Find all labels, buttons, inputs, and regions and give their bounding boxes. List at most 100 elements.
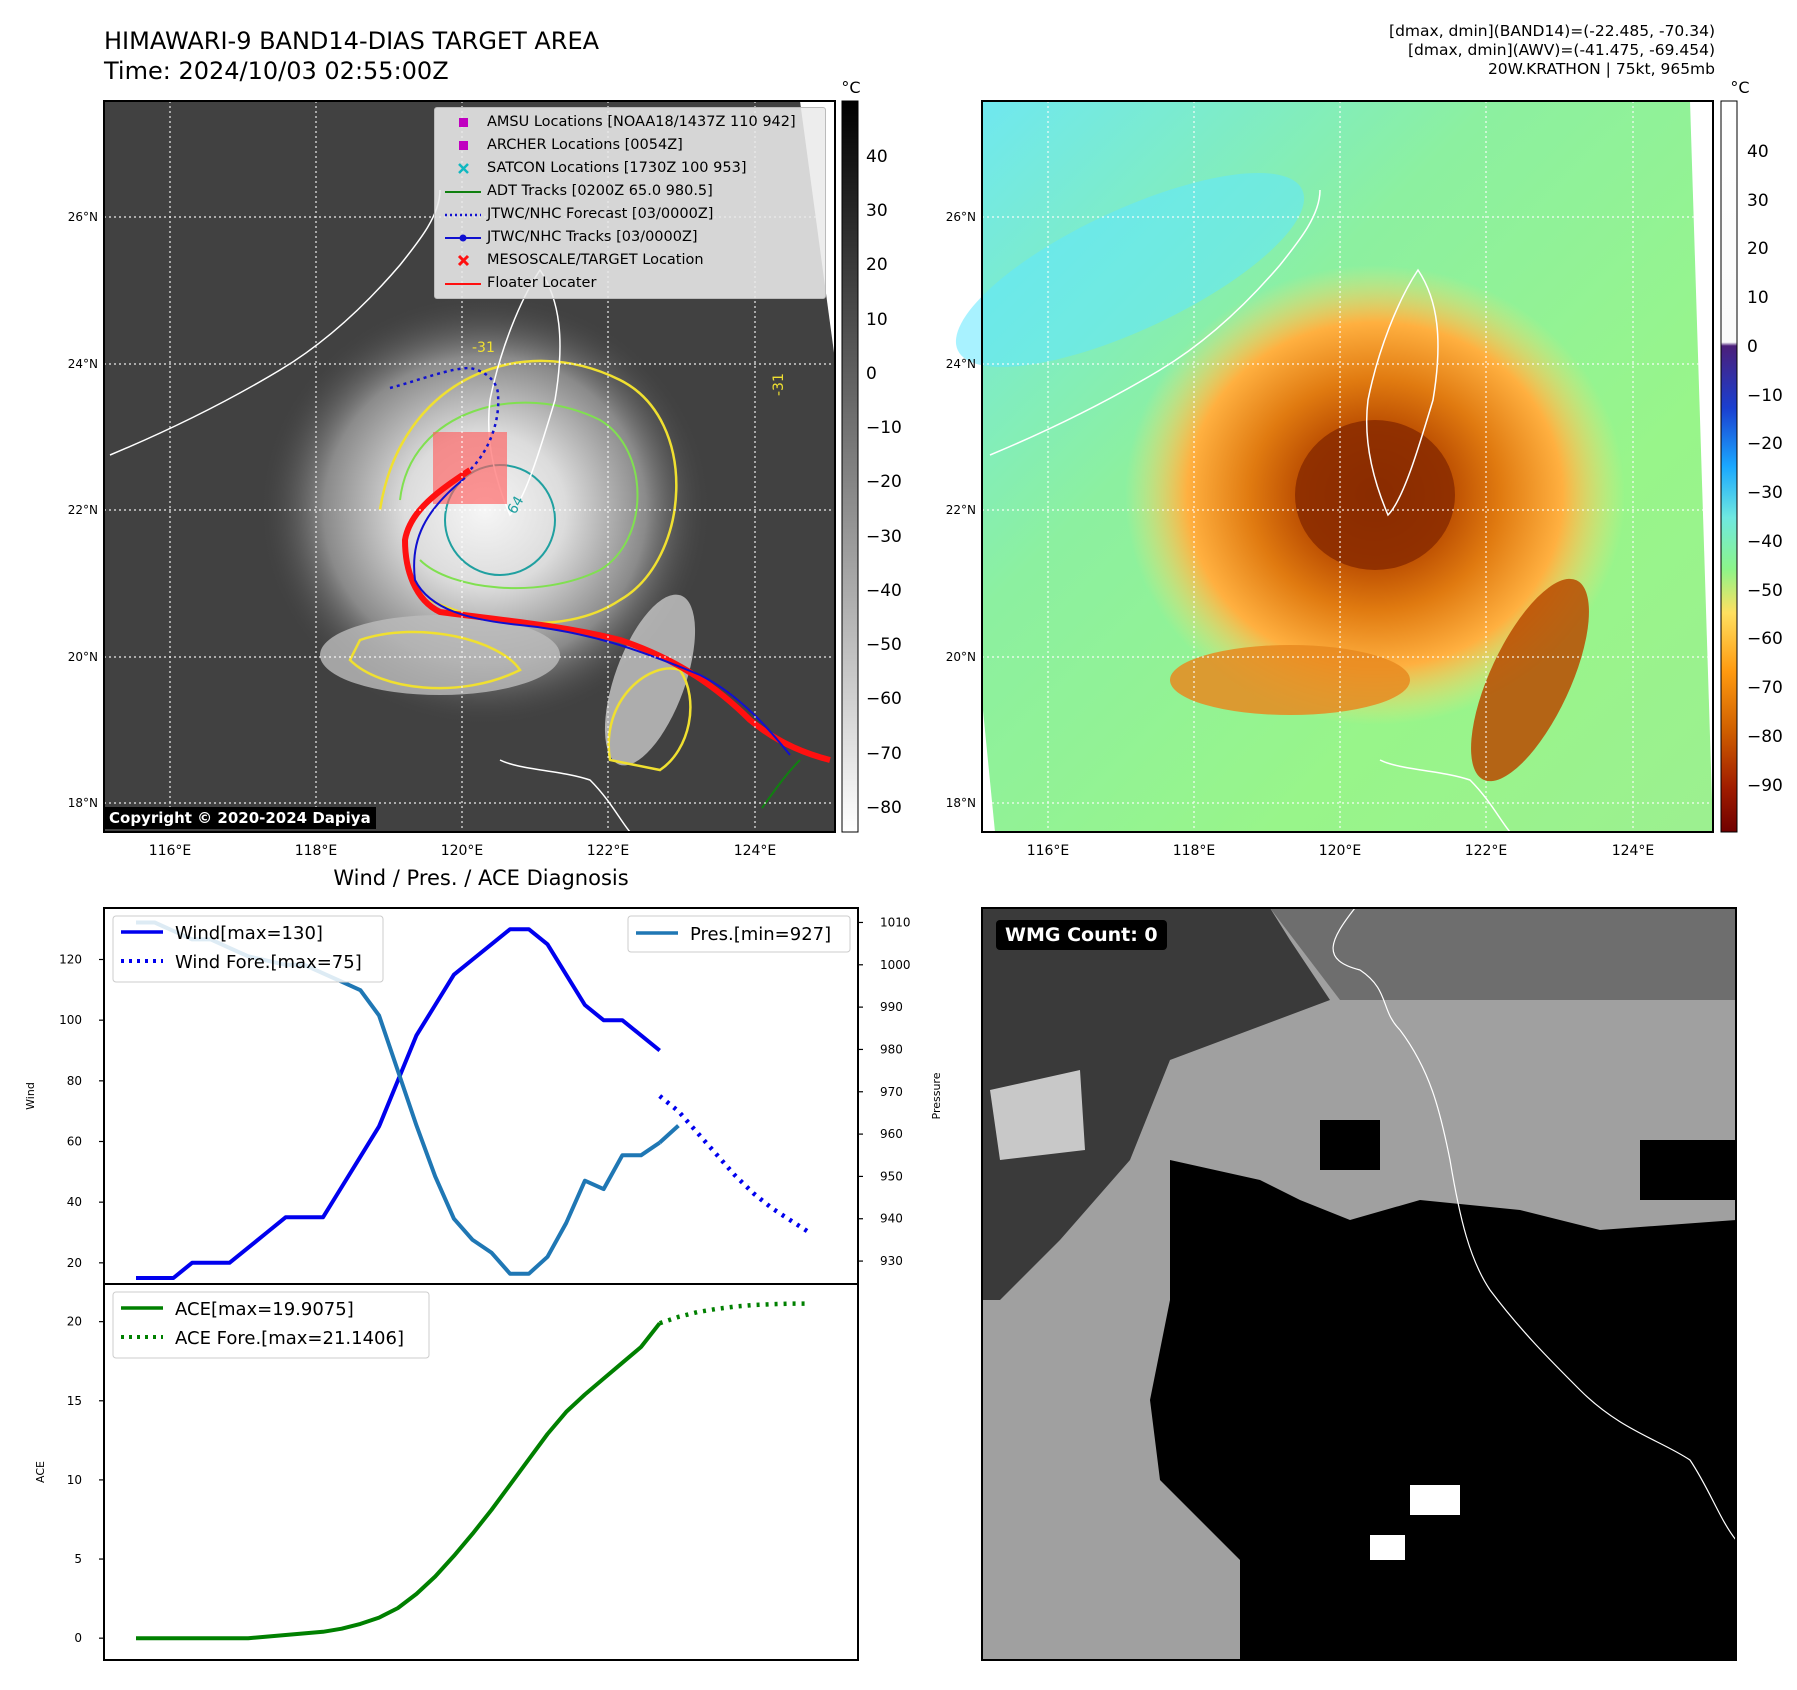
ir-rainband-east xyxy=(604,594,696,766)
tick-label: 980 xyxy=(880,1042,903,1056)
tick-label: 20 xyxy=(67,1315,82,1329)
svg-text:10: 10 xyxy=(866,310,888,330)
svg-text:−50: −50 xyxy=(866,635,902,655)
color-map-lon-labels: 116°E 118°E 120°E 122°E 124°E xyxy=(1027,843,1655,859)
ace-left-ticks: 0 5 10 15 20 xyxy=(67,1315,104,1645)
tick-label: 20 xyxy=(67,1256,82,1270)
svg-text:118°E: 118°E xyxy=(1173,843,1216,859)
ir-map-lat-labels: 26°N 24°N 22°N 20°N 18°N xyxy=(68,210,98,810)
tick-label: 1010 xyxy=(880,915,911,929)
tick-label: 930 xyxy=(880,1254,903,1268)
svg-text:−10: −10 xyxy=(1747,386,1783,406)
gray-colorbar-ticks: 40 30 20 10 0 −10 −20 −30 −40 −50 −60 −7… xyxy=(866,147,902,818)
color-colorbar xyxy=(1720,100,1738,833)
legend-item-adt: ADT Tracks [0200Z 65.0 980.5] xyxy=(435,181,825,203)
color-colorbar-ticks: 40 30 20 10 0 −10 −20 −30 −40 −50 −60 −7… xyxy=(1747,142,1783,796)
svg-text:30: 30 xyxy=(866,201,888,221)
lat-label-20: 20°N xyxy=(68,650,98,664)
ir-coastline-luzon xyxy=(499,759,631,833)
svg-text:−10: −10 xyxy=(866,418,902,438)
legend-item-mesoscale: MESOSCALE/TARGET Location xyxy=(435,250,825,272)
color-map-panel xyxy=(955,101,1713,833)
svg-text:−80: −80 xyxy=(866,798,902,818)
tick-label: 960 xyxy=(880,1127,903,1141)
diagnosis-title: Wind / Pres. / ACE Diagnosis xyxy=(333,866,628,890)
wind-left-ticks: 20 40 60 80 100 120 xyxy=(59,953,104,1270)
target-area-box xyxy=(433,432,507,504)
pres-legend: Pres.[min=927] xyxy=(627,915,851,953)
svg-text:−20: −20 xyxy=(1747,434,1783,454)
wmg-light-zone xyxy=(990,1070,1085,1160)
gray-colorbar-unit: °C xyxy=(841,78,860,97)
green-line-icon xyxy=(443,181,483,203)
tick-label: 120 xyxy=(59,953,82,967)
svg-text:−80: −80 xyxy=(1747,727,1783,747)
svg-text:−60: −60 xyxy=(1747,629,1783,649)
legend-item-floater: Floater Locater xyxy=(435,273,825,295)
color-colorbar-unit: °C xyxy=(1730,78,1749,97)
svg-text:30: 30 xyxy=(1747,191,1769,211)
blue-line-dot-icon xyxy=(443,227,483,249)
cyan-x-icon xyxy=(443,158,483,180)
svg-text:40: 40 xyxy=(1747,142,1769,162)
svg-text:40: 40 xyxy=(866,147,888,167)
svg-text:18°N: 18°N xyxy=(946,796,976,810)
color-map-coast-china xyxy=(989,189,1321,456)
wmg-panel xyxy=(981,907,1737,1661)
svg-text:20: 20 xyxy=(866,255,888,275)
wind-legend-label: Wind[max=130] xyxy=(175,923,323,944)
ace-axes: ACE 0 5 10 15 20 xyxy=(34,1283,859,1661)
figure-info: [dmax, dmin](BAND14)=(-22.485, -70.34) [… xyxy=(1389,22,1715,79)
blue-dotted-line-icon xyxy=(443,204,483,226)
tick-label: 940 xyxy=(880,1212,903,1226)
ace-lines xyxy=(136,1301,810,1641)
svg-text:−20: −20 xyxy=(866,472,902,492)
tick-label: 80 xyxy=(67,1074,82,1088)
red-line-icon xyxy=(443,273,483,295)
series-line-0 xyxy=(136,927,661,1280)
svg-text:22°N: 22°N xyxy=(946,503,976,517)
svg-text:24°N: 24°N xyxy=(946,357,976,371)
svg-text:20°N: 20°N xyxy=(946,650,976,664)
lat-label-18: 18°N xyxy=(68,796,98,810)
svg-text:−30: −30 xyxy=(866,527,902,547)
svg-text:−70: −70 xyxy=(866,744,902,764)
pressure-axis-label: Pressure xyxy=(930,1072,943,1119)
legend-item-satcon: SATCON Locations [1730Z 100 953] xyxy=(435,158,825,180)
wmg-white-pixel-1 xyxy=(1410,1485,1460,1515)
svg-text:−40: −40 xyxy=(866,581,902,601)
wmg-count-badge: WMG Count: 0 xyxy=(996,920,1167,950)
ir-rainband-south xyxy=(320,615,560,695)
ace-legend-label: ACE[max=19.9075] xyxy=(175,1299,354,1320)
tick-label: 60 xyxy=(67,1135,82,1149)
color-map-coast-luzon xyxy=(1379,759,1511,833)
jtwc-forecast-track xyxy=(389,366,500,471)
series-line-3 xyxy=(658,1124,680,1145)
lon-label-118: 118°E xyxy=(295,843,338,859)
lat-label-22: 22°N xyxy=(68,503,98,517)
svg-text:−70: −70 xyxy=(1747,678,1783,698)
ace-series-line-0 xyxy=(136,1321,662,1641)
color-map-coast-taiwan xyxy=(1365,268,1439,517)
tick-label: 950 xyxy=(880,1169,903,1183)
wmg-coastline xyxy=(1332,907,1737,1541)
svg-text:0: 0 xyxy=(1747,337,1758,357)
wmg-mid-zone xyxy=(1270,908,1736,1000)
pressure-right-ticks: 930 940 950 960 970 980 990 1000 1010 xyxy=(858,915,911,1268)
magenta-square-icon xyxy=(443,112,483,134)
contour-label-64: 64 xyxy=(505,493,528,517)
ir-coastline-taiwan xyxy=(487,268,561,517)
info-line3: 20W.KRATHON | 75kt, 965mb xyxy=(1487,60,1715,78)
svg-text:−90: −90 xyxy=(1747,776,1783,796)
contour-label-31-a: -31 xyxy=(472,340,495,356)
svg-text:116°E: 116°E xyxy=(1027,843,1070,859)
color-map-missing-left xyxy=(982,700,995,832)
gray-colorbar xyxy=(841,100,859,833)
tick-label: 0 xyxy=(74,1631,82,1645)
color-map-missing-corner xyxy=(1690,101,1713,832)
tick-label: 40 xyxy=(67,1195,82,1209)
copyright-badge: Copyright © 2020-2024 Dapiya xyxy=(104,807,376,829)
info-line1: [dmax, dmin](BAND14)=(-22.485, -70.34) xyxy=(1389,22,1715,40)
wind-legend: Wind[max=130] Wind Fore.[max=75] xyxy=(112,915,384,983)
series-line-1 xyxy=(658,1094,811,1235)
